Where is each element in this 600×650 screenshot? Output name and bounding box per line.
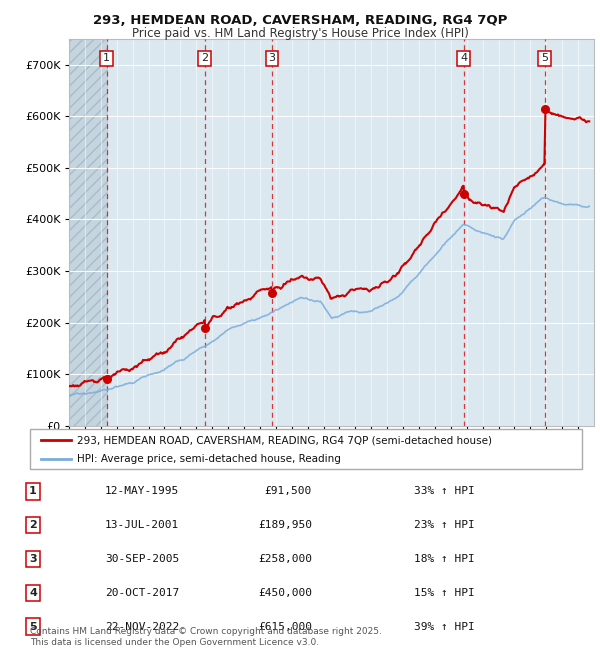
Text: Price paid vs. HM Land Registry's House Price Index (HPI): Price paid vs. HM Land Registry's House … — [131, 27, 469, 40]
Text: Contains HM Land Registry data © Crown copyright and database right 2025.
This d: Contains HM Land Registry data © Crown c… — [30, 627, 382, 647]
Text: £450,000: £450,000 — [258, 588, 312, 598]
Text: 18% ↑ HPI: 18% ↑ HPI — [414, 554, 475, 564]
Text: £258,000: £258,000 — [258, 554, 312, 564]
Text: 293, HEMDEAN ROAD, CAVERSHAM, READING, RG4 7QP (semi-detached house): 293, HEMDEAN ROAD, CAVERSHAM, READING, R… — [77, 436, 492, 445]
Text: 1: 1 — [103, 53, 110, 63]
Text: 4: 4 — [460, 53, 467, 63]
Text: 20-OCT-2017: 20-OCT-2017 — [105, 588, 179, 598]
Text: 15% ↑ HPI: 15% ↑ HPI — [414, 588, 475, 598]
Text: 293, HEMDEAN ROAD, CAVERSHAM, READING, RG4 7QP: 293, HEMDEAN ROAD, CAVERSHAM, READING, R… — [93, 14, 507, 27]
Text: 5: 5 — [541, 53, 548, 63]
Text: 1: 1 — [29, 486, 37, 497]
Text: HPI: Average price, semi-detached house, Reading: HPI: Average price, semi-detached house,… — [77, 454, 341, 464]
Text: 5: 5 — [29, 621, 37, 632]
Text: 12-MAY-1995: 12-MAY-1995 — [105, 486, 179, 497]
Text: 30-SEP-2005: 30-SEP-2005 — [105, 554, 179, 564]
Text: 3: 3 — [268, 53, 275, 63]
Text: 2: 2 — [201, 53, 208, 63]
Text: 3: 3 — [29, 554, 37, 564]
Text: £615,000: £615,000 — [258, 621, 312, 632]
Bar — [69, 39, 107, 426]
Text: £91,500: £91,500 — [265, 486, 312, 497]
Text: £189,950: £189,950 — [258, 520, 312, 530]
Text: 33% ↑ HPI: 33% ↑ HPI — [414, 486, 475, 497]
FancyBboxPatch shape — [30, 429, 582, 469]
Text: 22-NOV-2022: 22-NOV-2022 — [105, 621, 179, 632]
Text: 23% ↑ HPI: 23% ↑ HPI — [414, 520, 475, 530]
Text: 2: 2 — [29, 520, 37, 530]
Text: 39% ↑ HPI: 39% ↑ HPI — [414, 621, 475, 632]
Text: 13-JUL-2001: 13-JUL-2001 — [105, 520, 179, 530]
Text: 4: 4 — [29, 588, 37, 598]
